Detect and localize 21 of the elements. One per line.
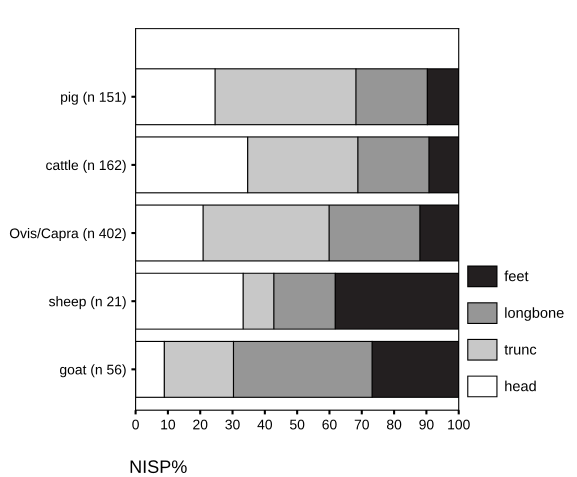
legend-label: feet xyxy=(504,270,528,282)
y-tick-label: sheep (n 21) xyxy=(48,296,126,310)
x-tick-label: 0 xyxy=(132,420,139,430)
legend-label: trunc xyxy=(504,345,536,355)
y-tick-label: cattle (n 162) xyxy=(46,160,126,173)
x-tick-label: 70 xyxy=(354,420,369,430)
legend-label: head xyxy=(505,380,536,392)
legend-label: longbone xyxy=(505,307,564,321)
x-tick-label: 30 xyxy=(225,420,240,430)
x-tick-label: 100 xyxy=(448,420,470,430)
x-tick-label: 60 xyxy=(322,420,337,430)
x-axis-title: NISP% xyxy=(130,460,187,474)
y-tick-label: pig (n 151) xyxy=(61,92,126,105)
y-tick-label: Ovis/Capra (n 402) xyxy=(10,228,126,241)
x-tick-label: 10 xyxy=(161,420,176,430)
x-tick-label: 20 xyxy=(193,420,208,430)
x-tick-label: 90 xyxy=(419,420,434,430)
x-tick-label: 80 xyxy=(386,420,402,430)
x-tick-label: 40 xyxy=(257,420,272,430)
x-tick-label: 50 xyxy=(290,420,304,430)
y-tick-label: goat (n 56) xyxy=(60,364,126,378)
